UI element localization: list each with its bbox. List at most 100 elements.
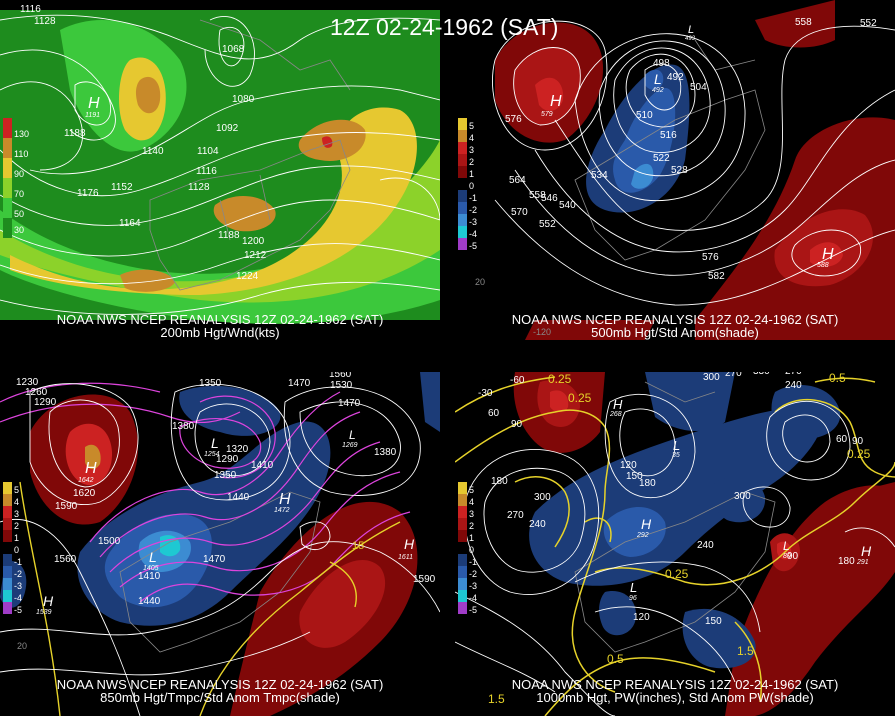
center-value: 579 xyxy=(541,111,553,118)
contour-label: 180 xyxy=(838,556,855,567)
map-500mb: 558 552 498 492 504 510 516 522 528 534 … xyxy=(455,0,895,340)
contour-label: 582 xyxy=(708,271,725,282)
contour-label: 564 xyxy=(509,175,526,186)
contour-label: 1440 xyxy=(227,492,250,503)
legend-label: -3 xyxy=(14,581,23,591)
contour-labels-850mb: 1230 1260 1290 1350 1380 1470 1560 1530 … xyxy=(16,372,436,651)
center-value: 1539 xyxy=(36,609,52,616)
legend-swatch xyxy=(458,518,467,530)
center-letter: L xyxy=(673,438,680,453)
contour-label: 1530 xyxy=(330,380,353,391)
center-letter: H xyxy=(861,543,872,559)
pressure-centers-850mb: H 1642 L 1254 H 1472 L 1405 H 1539 H 161… xyxy=(36,428,415,616)
legend-label: 1 xyxy=(469,169,475,179)
legend-swatch xyxy=(3,158,12,178)
center-letter: H xyxy=(822,246,834,263)
contour-label: 1290 xyxy=(34,397,57,408)
legend-swatch xyxy=(3,518,12,530)
anom-neg-3 xyxy=(631,163,654,189)
center-value: 292 xyxy=(636,532,649,539)
contour-label: 1080 xyxy=(232,94,255,105)
contour-label: 270 xyxy=(507,510,524,521)
legend-label: -3 xyxy=(469,217,478,227)
contour-label: -120 xyxy=(533,327,551,337)
legend-swatch xyxy=(458,590,467,602)
center-value: 588 xyxy=(817,262,829,269)
center-letter: L xyxy=(688,24,694,36)
legend-label: 4 xyxy=(469,133,475,143)
center-value: 96 xyxy=(629,595,637,602)
contour-label: 60 xyxy=(836,434,848,445)
legend-label: -2 xyxy=(14,569,23,579)
legend-label: 0 xyxy=(14,545,20,555)
legend-label: 1 xyxy=(469,533,475,543)
contour-label: 270 xyxy=(725,372,742,379)
contour-label: 270 xyxy=(785,372,802,377)
contour-label: 150 xyxy=(705,616,722,627)
legend-label: 1 xyxy=(14,533,20,543)
contour-labels-200mb: 1128 1116 1068 1080 1092 1104 1116 1128 … xyxy=(20,4,267,282)
center-value: 1472 xyxy=(274,507,290,514)
legend-swatch xyxy=(458,202,467,214)
contour-label: 1152 xyxy=(111,182,133,193)
contour-label: 0.25 xyxy=(568,391,592,405)
contour-label: 0.25 xyxy=(665,567,689,581)
center-value: 1269 xyxy=(342,442,358,449)
anom-neg-3 xyxy=(645,372,735,432)
contour-label: 558 xyxy=(529,190,546,201)
contour-label: 1470 xyxy=(288,378,311,389)
legend-label: 5 xyxy=(469,485,475,495)
center-value: 1405 xyxy=(143,565,159,572)
contour-label: 1140 xyxy=(142,146,164,157)
contour-label: 0.25 xyxy=(548,372,572,386)
jet-fill-110b xyxy=(298,119,366,161)
contour-label: 1188 xyxy=(64,128,86,139)
legend-label: -1 xyxy=(469,557,478,567)
center-value: 492 xyxy=(652,87,664,94)
contour-label: -60 xyxy=(510,375,525,386)
panel-200mb: 1128 1116 1068 1080 1092 1104 1116 1128 … xyxy=(0,0,440,340)
anom-neg-2 xyxy=(603,507,666,557)
temperature-contours xyxy=(0,382,411,603)
legend-label: 2 xyxy=(469,157,475,167)
contour-label: 1380 xyxy=(374,447,397,458)
contour-label: 0.25 xyxy=(847,447,871,461)
legend-label: 2 xyxy=(14,521,20,531)
legend-label: 130 xyxy=(14,129,30,139)
contour-label: 90 xyxy=(787,551,799,562)
contour-label: 120 xyxy=(620,460,637,471)
contour-label: 1230 xyxy=(16,377,39,388)
legend-label: -4 xyxy=(14,593,23,603)
contours-1000mb xyxy=(455,393,895,716)
panel-caption-line1: NOAA NWS NCEP REANALYSIS 12Z 02-24-1962 … xyxy=(56,312,384,327)
contour-labels-1000mb: -60 -30 0.25 0.25 60 90 180 300 270 240 … xyxy=(478,372,871,706)
contour-label: 1188 xyxy=(218,230,240,241)
panel-caption-line2: 200mb Hgt/Wnd(kts) xyxy=(160,325,280,340)
legend-swatch xyxy=(458,506,467,518)
legend-label: -3 xyxy=(469,581,478,591)
legend-swatch xyxy=(3,554,12,566)
contour-label: 240 xyxy=(785,380,802,391)
center-value: 1191 xyxy=(85,112,100,119)
map-1000mb: -60 -30 0.25 0.25 60 90 180 300 270 240 … xyxy=(455,372,895,716)
panel-500mb: 558 552 498 492 504 510 516 522 528 534 … xyxy=(455,0,895,340)
legend-swatch xyxy=(458,482,467,494)
anom-pos-4 xyxy=(755,0,835,48)
legend-label: 90 xyxy=(14,169,25,179)
contour-label: 1590 xyxy=(55,501,78,512)
center-letter: H xyxy=(404,536,415,552)
contour-label: 546 xyxy=(541,193,558,204)
center-value: 35 xyxy=(672,452,680,459)
legend-swatch xyxy=(3,542,12,554)
contour-label: 552 xyxy=(860,18,877,29)
legend-label: 3 xyxy=(469,145,475,155)
legend-swatch xyxy=(3,590,12,602)
legend-swatch xyxy=(3,218,12,238)
pressure-centers-500mb: H 579 L 492 H 588 L 493 xyxy=(541,24,834,269)
contour-label: 510 xyxy=(636,110,653,121)
center-value: 1611 xyxy=(398,554,413,561)
contour-label: 540 xyxy=(559,200,576,211)
legend-label: -5 xyxy=(469,605,478,615)
panel-caption-line2: 850mb Hgt/Tmpc/Std Anom Tmpc(shade) xyxy=(100,690,340,705)
legend-swatch xyxy=(458,530,467,542)
